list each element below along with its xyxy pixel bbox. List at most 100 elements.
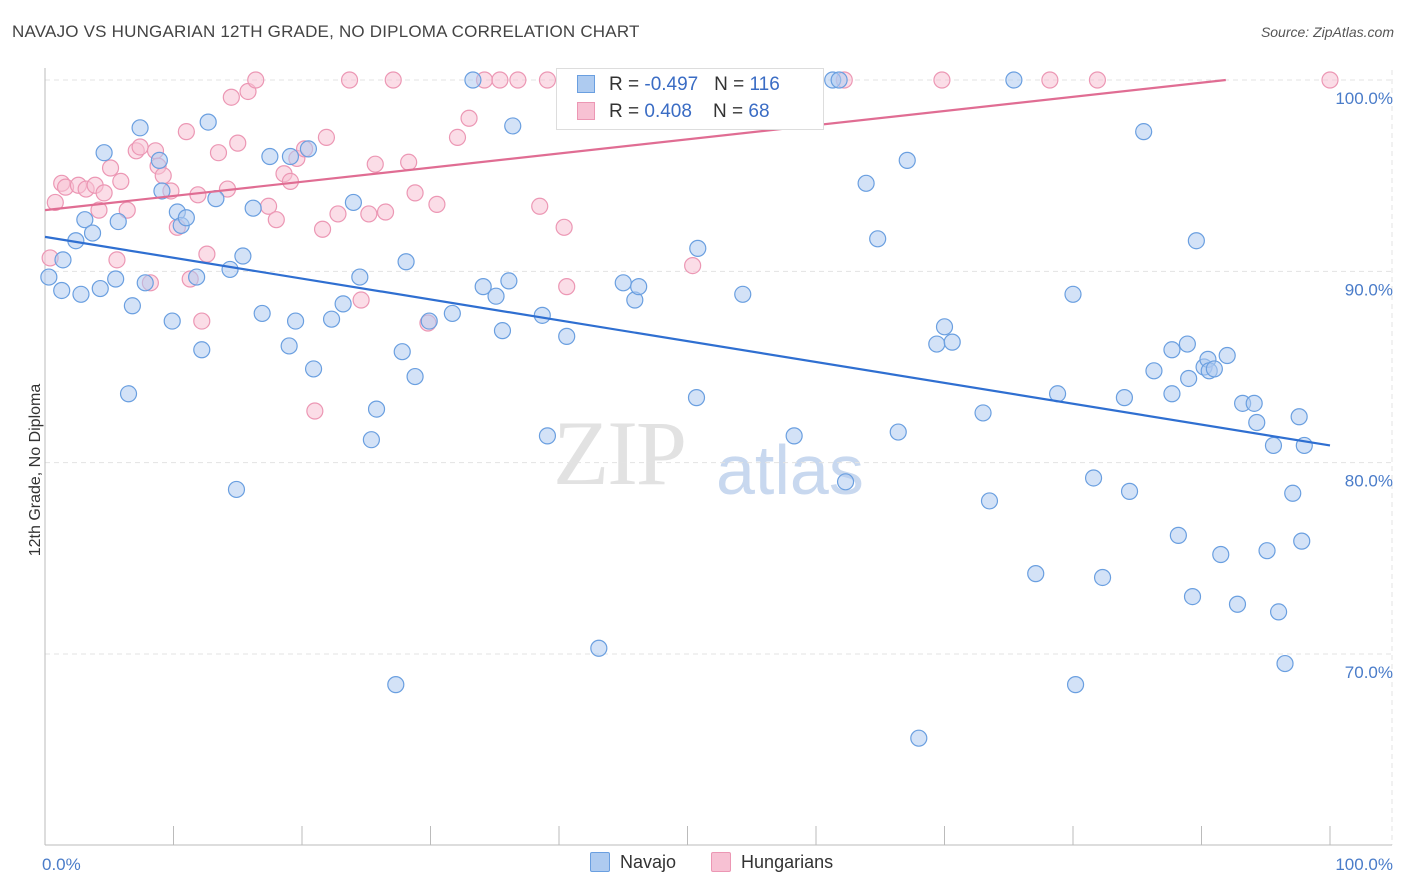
navajo-point-0 (40, 268, 58, 286)
hungarians-point-43 (352, 291, 370, 309)
navajo-point-102 (1218, 346, 1236, 365)
navajo-point-29 (253, 304, 271, 323)
navajo-point-5 (76, 211, 94, 229)
navajo-point-57 (590, 639, 608, 657)
navajo-point-10 (109, 212, 127, 231)
hungarians-point-14 (131, 138, 149, 156)
navajo-point-58 (614, 274, 632, 292)
navajo-point-93 (1178, 335, 1196, 353)
navajo-point-75 (935, 318, 954, 336)
navajo-point-36 (322, 310, 341, 328)
navajo-point-2 (53, 281, 71, 300)
navajo-point-85 (1093, 568, 1112, 587)
hungarians-point-52 (448, 128, 467, 146)
navajo-point-45 (406, 367, 424, 386)
navajo-point-52 (500, 272, 518, 290)
navajo-n-value: 116 (749, 74, 780, 95)
hungarians-point-33 (267, 211, 285, 229)
navajo-point-38 (344, 193, 362, 212)
navajo-point-42 (387, 676, 405, 694)
navajo-point-110 (1276, 654, 1294, 673)
navajo-point-96 (1187, 232, 1205, 250)
navajo-point-107 (1258, 542, 1276, 560)
chart-title: NAVAJO VS HUNGARIAN 12TH GRADE, NO DIPLO… (12, 22, 640, 41)
navajo-point-72 (898, 151, 916, 169)
navajo-point-46 (420, 312, 438, 330)
hungarians-point-68 (1321, 71, 1339, 89)
navajo-point-113 (1293, 532, 1311, 550)
navajo-point-30 (261, 147, 279, 166)
navajo-point-16 (153, 182, 171, 200)
navajo-point-95 (1183, 587, 1202, 606)
trend-lines (44, 78, 1331, 447)
hungarians-point-58 (538, 71, 557, 89)
hungarians-point-39 (313, 220, 332, 238)
hungarians-r-value: 0.408 (644, 101, 692, 122)
navajo-point-48 (464, 71, 482, 89)
navajo-point-43 (393, 343, 411, 361)
navajo-point-62 (687, 389, 706, 407)
series-legend: Navajo Hungarians (590, 852, 863, 873)
navajo-point-68 (836, 473, 855, 491)
navajo-point-50 (487, 287, 505, 305)
legend-row-navajo: R = -0.497 N = 116 (577, 74, 780, 98)
hungarians-swatch (577, 102, 595, 120)
hungarians-point-38 (306, 402, 324, 420)
navajo-point-83 (1066, 676, 1085, 694)
hungarians-point-47 (384, 71, 402, 89)
navajo-point-64 (734, 285, 752, 303)
navajo-point-60 (630, 278, 648, 296)
navajo-point-22 (193, 341, 211, 359)
hungarians-point-51 (428, 195, 446, 213)
navajo-point-76 (943, 333, 961, 351)
hungarians-point-28 (222, 88, 240, 106)
x-tick-label-min: 0.0% (42, 855, 81, 874)
navajo-point-84 (1084, 469, 1103, 487)
navajo-point-70 (869, 230, 887, 248)
navajo-point-78 (980, 492, 999, 510)
hungarians-point-26 (209, 144, 228, 162)
navajo-point-92 (1169, 526, 1187, 544)
hungarians-point-11 (112, 172, 130, 191)
navajo-point-13 (131, 119, 149, 137)
navajo-point-44 (397, 253, 415, 271)
hungarians-n-label: N = (713, 101, 749, 122)
navajo-point-74 (928, 335, 946, 353)
navajo-point-87 (1120, 482, 1139, 500)
navajo-point-27 (234, 247, 252, 265)
navajo-legend-swatch (590, 852, 610, 872)
hungarians-point-18 (154, 167, 172, 185)
hungarians-point-53 (460, 109, 478, 127)
navajo-point-7 (91, 279, 109, 298)
hungarians-point-25 (198, 245, 216, 263)
navajo-point-24 (207, 190, 225, 208)
navajo-r-value: -0.497 (644, 74, 699, 95)
hungarians-point-45 (360, 205, 378, 223)
legend-item-hungarians[interactable]: Hungarians (711, 852, 833, 873)
hungarians-point-41 (329, 205, 347, 223)
navajo-point-103 (1228, 595, 1247, 613)
hungarians-point-49 (406, 184, 424, 202)
hungarians-point-56 (509, 71, 527, 89)
y-tick-label-70: 70.0% (1345, 663, 1393, 682)
navajo-point-1 (54, 251, 72, 269)
navajo-point-9 (107, 270, 125, 288)
hungarians-point-65 (933, 71, 951, 89)
hungarians-point-29 (229, 134, 247, 152)
navajo-point-77 (974, 404, 992, 422)
hungarians-point-40 (317, 128, 336, 146)
legend-item-navajo[interactable]: Navajo (590, 852, 676, 873)
hungarians-point-7 (90, 201, 108, 219)
y-tick-label-90: 90.0% (1345, 280, 1393, 299)
hungarians-point-10 (108, 251, 126, 269)
navajo-point-17 (163, 312, 181, 330)
navajo-point-91 (1163, 385, 1181, 403)
navajo-point-37 (334, 295, 352, 313)
y-tick-label-80: 80.0% (1345, 472, 1393, 491)
hungarians-point-21 (177, 123, 195, 141)
navajo-point-100 (1205, 360, 1223, 378)
navajo-point-65 (785, 427, 803, 445)
navajo-point-61 (689, 239, 707, 257)
hungarians-point-9 (101, 159, 120, 177)
